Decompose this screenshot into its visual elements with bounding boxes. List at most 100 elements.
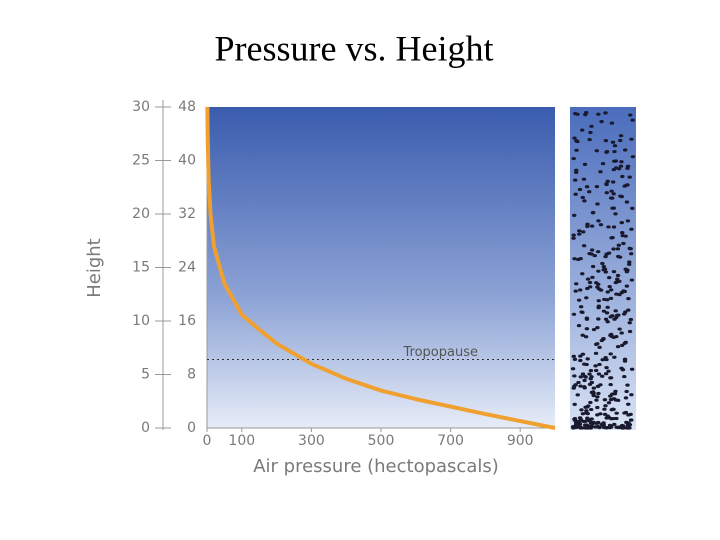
- molecule: [627, 426, 632, 430]
- molecule: [577, 419, 583, 423]
- molecule: [612, 149, 617, 154]
- molecule: [619, 221, 624, 225]
- molecule: [600, 162, 606, 166]
- molecule: [596, 299, 601, 303]
- molecule: [578, 354, 583, 358]
- molecule: [572, 136, 577, 140]
- molecule: [571, 386, 576, 390]
- molecule: [623, 396, 629, 400]
- molecule: [613, 398, 619, 402]
- molecule: [585, 412, 590, 416]
- molecule: [626, 402, 631, 406]
- molecule: [590, 210, 596, 215]
- molecule: [617, 255, 623, 259]
- molecule: [580, 128, 585, 132]
- molecule: [580, 412, 586, 416]
- molecule: [613, 166, 619, 170]
- molecule: [613, 212, 618, 216]
- molecule: [573, 192, 578, 196]
- molecule: [604, 182, 609, 187]
- molecule: [612, 392, 618, 396]
- molecule: [598, 223, 604, 227]
- molecule: [576, 323, 582, 328]
- molecule: [616, 425, 621, 430]
- molecule: [608, 398, 614, 402]
- molecule: [593, 368, 599, 373]
- molecule: [577, 229, 582, 233]
- molecule: [627, 329, 633, 334]
- molecule: [611, 206, 616, 210]
- molecule: [604, 311, 610, 315]
- molecule: [611, 225, 617, 229]
- molecule: [574, 148, 579, 152]
- molecule: [620, 234, 625, 238]
- molecule: [611, 270, 617, 274]
- molecule: [582, 162, 588, 166]
- molecule: [605, 298, 610, 302]
- molecule: [587, 137, 592, 142]
- molecule: [587, 190, 592, 194]
- molecule: [608, 288, 614, 292]
- molecule: [628, 418, 634, 422]
- molecule: [590, 275, 595, 279]
- molecule: [611, 247, 616, 251]
- molecule: [575, 139, 580, 144]
- molecule: [596, 219, 601, 223]
- molecule: [571, 236, 576, 240]
- molecule: [594, 149, 600, 153]
- molecule: [596, 372, 602, 376]
- molecule: [603, 139, 609, 143]
- molecule: [595, 202, 600, 206]
- molecule: [600, 358, 605, 362]
- molecule: [589, 124, 594, 128]
- y-tick-label: 10: [132, 313, 150, 329]
- y2-tick-label: 0: [187, 420, 196, 436]
- slide-title: Pressure vs. Height: [215, 28, 494, 68]
- molecule: [609, 196, 615, 200]
- molecule: [595, 250, 601, 254]
- molecule: [596, 317, 601, 321]
- molecule: [615, 345, 621, 349]
- y2-tick-label: 16: [178, 313, 196, 329]
- y-tick-label: 15: [132, 260, 150, 276]
- molecule: [595, 421, 600, 425]
- molecule: [582, 378, 587, 383]
- molecule: [573, 383, 578, 387]
- molecule: [584, 362, 589, 367]
- molecule: [576, 380, 581, 385]
- y-tick-label: 20: [132, 206, 150, 222]
- molecule: [622, 184, 627, 188]
- molecule: [606, 225, 611, 229]
- molecule: [626, 308, 631, 312]
- molecule: [580, 372, 586, 376]
- molecule: [612, 355, 617, 359]
- molecule: [585, 357, 590, 361]
- molecule: [609, 189, 614, 193]
- molecule: [625, 268, 630, 272]
- molecule: [598, 412, 603, 416]
- plot-background: [207, 107, 555, 428]
- molecule: [630, 118, 635, 122]
- molecule: [605, 305, 610, 309]
- molecule: [581, 177, 587, 181]
- molecule: [605, 290, 610, 294]
- molecule: [619, 291, 624, 295]
- molecule: [587, 280, 593, 285]
- molecule: [629, 137, 634, 141]
- molecule: [583, 113, 588, 117]
- molecule: [625, 164, 631, 168]
- molecule: [619, 160, 624, 164]
- molecule: [584, 185, 590, 189]
- molecule: [589, 425, 594, 429]
- molecule: [571, 354, 576, 358]
- molecule: [581, 419, 587, 424]
- molecule: [578, 384, 583, 388]
- y-tick-label: 30: [132, 99, 150, 115]
- molecule: [572, 213, 577, 217]
- y2-tick-label: 8: [187, 367, 196, 383]
- molecule: [570, 367, 576, 371]
- molecule: [603, 372, 609, 376]
- molecule: [578, 288, 583, 292]
- molecule: [618, 134, 624, 138]
